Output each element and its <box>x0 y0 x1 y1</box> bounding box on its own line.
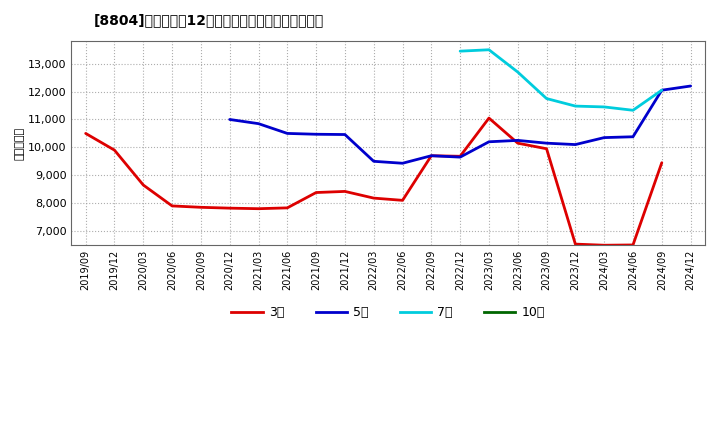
3年 <box>139 182 148 187</box>
3年 <box>341 189 349 194</box>
3年 <box>81 131 90 136</box>
3年 <box>369 195 378 201</box>
5年 <box>369 159 378 164</box>
Legend: 3年, 5年, 7年, 10年: 3年, 5年, 7年, 10年 <box>226 301 550 324</box>
3年 <box>427 153 436 158</box>
3年 <box>283 205 292 210</box>
Line: 7年: 7年 <box>460 50 662 110</box>
5年 <box>542 140 551 146</box>
3年 <box>600 242 608 248</box>
3年 <box>168 203 176 209</box>
3年 <box>312 190 320 195</box>
5年 <box>686 83 695 88</box>
5年 <box>427 153 436 158</box>
3年 <box>110 147 119 153</box>
5年 <box>312 132 320 137</box>
5年 <box>283 131 292 136</box>
7年 <box>456 48 464 54</box>
3年 <box>513 140 522 146</box>
5年 <box>254 121 263 126</box>
3年 <box>225 205 234 211</box>
7年 <box>600 104 608 110</box>
5年 <box>225 117 234 122</box>
7年 <box>571 103 580 109</box>
5年 <box>600 135 608 140</box>
Line: 5年: 5年 <box>230 86 690 163</box>
7年 <box>629 108 637 113</box>
Y-axis label: （百万円）: （百万円） <box>15 127 25 160</box>
3年 <box>456 154 464 159</box>
7年 <box>485 47 493 52</box>
3年 <box>197 205 205 210</box>
Line: 3年: 3年 <box>86 118 662 245</box>
3年 <box>254 206 263 211</box>
5年 <box>341 132 349 137</box>
3年 <box>485 115 493 121</box>
5年 <box>657 88 666 93</box>
Text: [8804]　経常利益12か月移動合計の標準偏差の推移: [8804] 経常利益12か月移動合計の標準偏差の推移 <box>94 13 324 27</box>
5年 <box>513 138 522 143</box>
5年 <box>456 154 464 160</box>
5年 <box>398 161 407 166</box>
3年 <box>657 160 666 165</box>
7年 <box>542 96 551 101</box>
5年 <box>571 142 580 147</box>
5年 <box>485 139 493 144</box>
3年 <box>398 198 407 203</box>
5年 <box>629 134 637 139</box>
3年 <box>571 242 580 247</box>
3年 <box>542 146 551 151</box>
3年 <box>629 242 637 248</box>
7年 <box>657 88 666 93</box>
7年 <box>513 70 522 75</box>
